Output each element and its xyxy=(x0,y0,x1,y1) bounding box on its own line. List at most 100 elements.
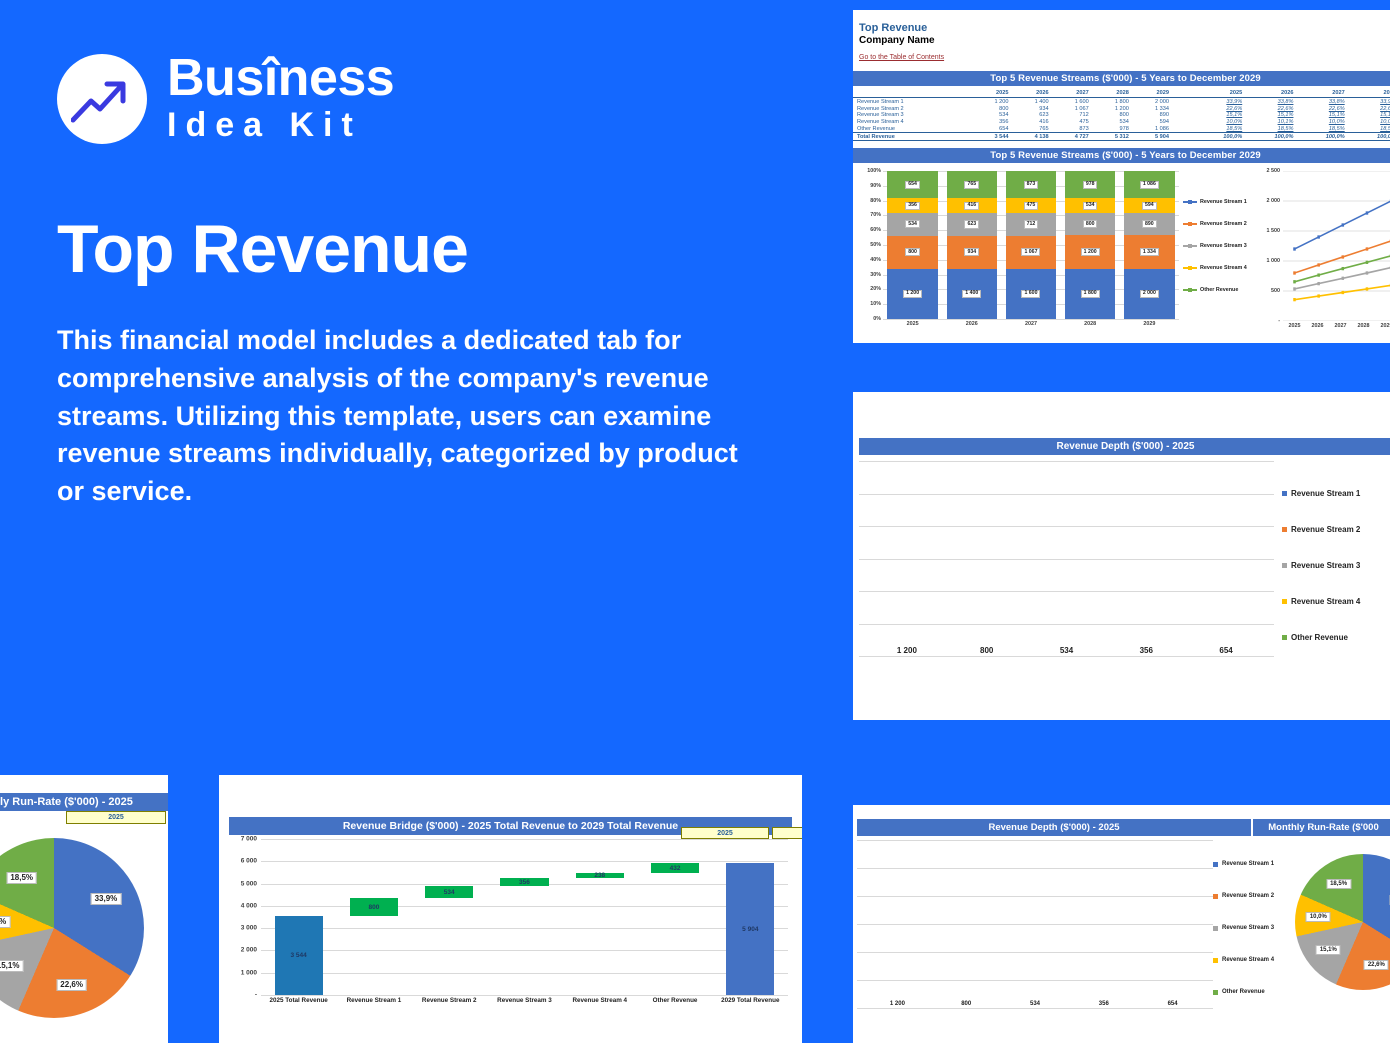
col-year-2027: 2027 xyxy=(1050,90,1091,99)
data-label: 534 xyxy=(1059,646,1074,655)
legend-swatch-icon xyxy=(1282,526,1287,532)
legend-item: Revenue Stream 2 xyxy=(1282,525,1390,534)
axis-category-label: 2029 Total Revenue xyxy=(721,997,780,1004)
cell-pct: 33,8% xyxy=(1328,98,1345,105)
axis-category-label: 2028 xyxy=(1084,321,1097,328)
combo-run-rate-pie: 33,9%22,6%15,1%10,0%18,5% xyxy=(1279,840,1390,1008)
legend-item: Revenue Stream 2 xyxy=(1213,893,1279,899)
pie-slice-label: 18,5% xyxy=(6,872,38,885)
data-label: 873 xyxy=(1023,180,1039,189)
data-label: 432 xyxy=(669,864,681,872)
stack-segment: 1 200 xyxy=(887,268,938,320)
legend-item: Revenue Stream 4 xyxy=(1213,957,1279,963)
stack-segment: 1 086 xyxy=(1124,171,1175,199)
bridge-from-year-selector[interactable]: 2025 xyxy=(681,827,769,839)
axis-category-label: 2029 xyxy=(1143,321,1156,328)
total-pct: 100,0% xyxy=(1346,132,1390,142)
data-label: 800 xyxy=(980,646,994,655)
data-label: 356 xyxy=(1139,646,1153,655)
legend-label: Revenue Stream 3 xyxy=(1200,243,1247,250)
axis-tick: 1 000 xyxy=(1266,258,1281,265)
table-total-row: Total Revenue 3 544 4 138 4 727 5 312 5 … xyxy=(853,132,1390,142)
axis-tick: 60% xyxy=(870,227,881,234)
cell-pct: 18,5% xyxy=(1380,125,1390,132)
pie-chart xyxy=(0,838,144,1018)
pie-slice-label: 22,6% xyxy=(1363,959,1389,970)
cell-value: 1 067 xyxy=(1074,105,1089,112)
waterfall-delta-bar: 238 xyxy=(575,872,624,880)
axis-category-label: 2029 xyxy=(1380,323,1390,330)
combo-depth-legend: Revenue Stream 1 Revenue Stream 2 Revenue … xyxy=(1213,840,1279,1008)
combo-runrate-title: Monthly Run-Rate ($'000 xyxy=(1253,819,1390,836)
gridline xyxy=(261,950,788,952)
data-label: 534 xyxy=(443,888,455,896)
stack-segment: 890 xyxy=(1124,213,1175,236)
cell-pct: 33,9% xyxy=(1380,98,1390,105)
table-row: Revenue Stream 1 1 200 1 400 1 600 1 800… xyxy=(853,98,1390,105)
gridline xyxy=(261,839,788,840)
data-label: 238 xyxy=(594,872,606,880)
bridge-to-year-selector[interactable]: 2029 xyxy=(772,827,802,839)
monthly-run-rate-title: Monthly Run-Rate ($'000) - 2025 xyxy=(0,793,168,811)
stack-segment: 934 xyxy=(946,235,997,269)
legend-item: Revenue Stream 3 xyxy=(1183,235,1255,257)
stack-segment: 765 xyxy=(946,171,997,199)
revenue-bridge-panel: Revenue Bridge ($'000) - 2025 Total Reve… xyxy=(219,775,802,1043)
data-label: 1 600 xyxy=(1021,289,1041,299)
line-chart: 2 500 2 000 1 500 1 000 500 - 2025 2026 2027 202… xyxy=(1255,165,1390,341)
axis-tick: 30% xyxy=(870,271,881,278)
data-label: 1 086 xyxy=(1139,180,1159,189)
waterfall-chart: 7 000 6 000 5 000 4 000 3 000 2 000 1 000 - 3 5… xyxy=(229,836,792,1011)
total-pct: 100,0% xyxy=(1244,132,1296,142)
combo-revenue-depth-chart: 1 200 800 534 356 654 xyxy=(857,840,1213,1009)
cell-value: 890 xyxy=(1159,112,1169,119)
legend-label: Other Revenue xyxy=(1291,633,1348,643)
revenue-depth-legend: Revenue Stream 1 Revenue Stream 2 Revenue … xyxy=(1274,461,1390,656)
gridline xyxy=(857,952,1213,953)
data-label: 1 200 xyxy=(896,646,917,655)
legend-item: Other Revenue xyxy=(1183,279,1255,301)
data-label: 594 xyxy=(1142,201,1157,210)
stack-segment: 1 800 xyxy=(1065,268,1116,320)
cell-value: 594 xyxy=(1159,119,1169,126)
cell-pct: 10,0% xyxy=(1328,119,1345,126)
waterfall-delta-bar: 432 xyxy=(650,863,700,874)
axis-tick: 5 000 xyxy=(240,880,257,888)
data-label: 654 xyxy=(905,180,920,189)
table-row: Revenue Stream 3 534 623 712 800 890 15,… xyxy=(853,112,1390,119)
cell-value: 1 200 xyxy=(994,98,1009,105)
axis-category-label: 2026 xyxy=(1311,323,1324,330)
gridline xyxy=(859,493,1274,495)
page-title: Top Revenue xyxy=(57,211,469,287)
data-label: 623 xyxy=(964,220,980,229)
stack-segment: 1 200 xyxy=(1065,235,1116,269)
cell-pct: 10,0% xyxy=(1226,119,1243,126)
table-of-contents-link[interactable]: Go to the Table of Contents xyxy=(859,54,945,61)
cell-value: 765 xyxy=(1039,125,1049,132)
data-label: 2 000 xyxy=(1139,289,1159,299)
gridline xyxy=(261,928,788,930)
axis-category-label: Revenue Stream 2 xyxy=(421,997,477,1004)
revenue-depth-panel: Revenue Depth ($'000) - 2025 1 200 800 534… xyxy=(853,392,1390,720)
gridline xyxy=(859,558,1274,560)
total-value: 4 727 xyxy=(1050,132,1091,142)
data-label: 534 xyxy=(1029,1001,1040,1007)
data-label: 800 xyxy=(961,1001,972,1007)
gridline xyxy=(261,995,788,996)
axis-tick: 80% xyxy=(870,197,881,204)
year-selector-cell[interactable]: 2025 xyxy=(66,811,166,824)
legend-item: Revenue Stream 4 xyxy=(1282,597,1390,606)
stack-segment: 1 067 xyxy=(1005,235,1057,269)
legend-swatch-icon xyxy=(1282,599,1287,605)
legend-swatch-icon xyxy=(1213,925,1218,931)
legend-marker-icon xyxy=(1183,243,1197,248)
pie-slice-label: 18,5% xyxy=(1326,879,1352,890)
legend-label: Revenue Stream 1 xyxy=(1291,488,1361,498)
cell-pct: 33,8% xyxy=(1277,98,1294,105)
legend-item: Other Revenue xyxy=(1282,633,1390,642)
stack-segment: 416 xyxy=(946,198,997,214)
legend-marker-icon xyxy=(1183,287,1197,292)
axis-tick: 3 000 xyxy=(240,924,257,932)
data-label: 1 200 xyxy=(1080,248,1100,257)
chart-legend: Revenue Stream 1 Revenue Stream 2 Revenue … xyxy=(1183,165,1255,341)
